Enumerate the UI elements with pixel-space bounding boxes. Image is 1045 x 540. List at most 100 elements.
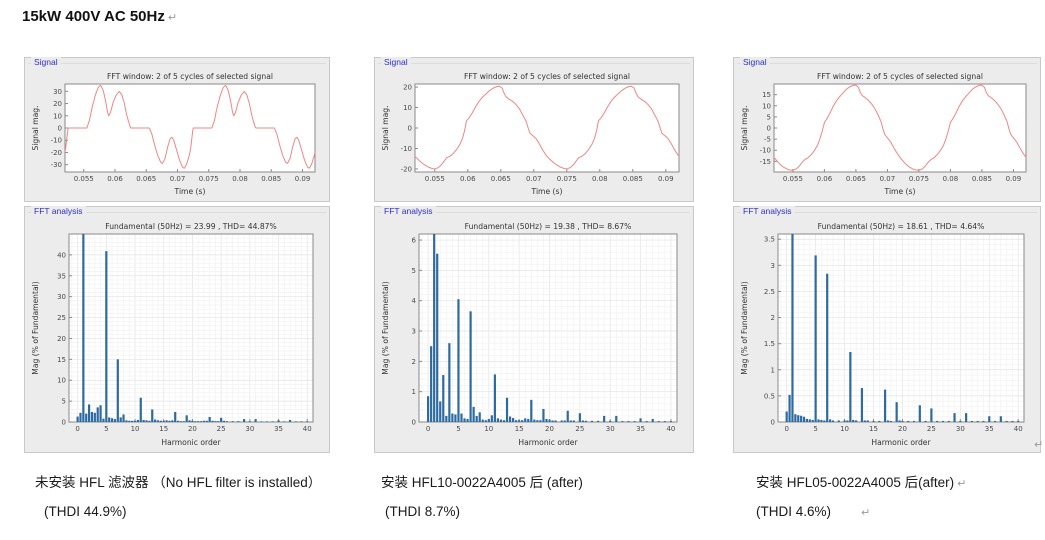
svg-text:Harmonic order: Harmonic order <box>161 438 221 447</box>
svg-text:30: 30 <box>606 425 615 433</box>
svg-text:0: 0 <box>58 125 62 133</box>
fft-panel-label: FFT analysis <box>31 206 86 217</box>
svg-text:25: 25 <box>217 425 226 433</box>
thdi-value: (THDI 4.6%) <box>756 504 832 519</box>
svg-text:0: 0 <box>426 425 430 433</box>
paragraph-return-mark: ↵ <box>861 507 871 519</box>
svg-text:Signal mag.: Signal mag. <box>740 105 749 150</box>
signal-panel-no-filter[interactable]: Signal 0.055 0.06 0.065 0.07 0.075 0.08 0.085 0… <box>24 57 330 202</box>
svg-text:0.06: 0.06 <box>107 175 123 183</box>
paragraph-return-mark: ↵ <box>1034 439 1044 451</box>
svg-text:20: 20 <box>545 425 554 433</box>
svg-text:0.07: 0.07 <box>170 175 186 183</box>
signal-panel-label: Signal <box>740 57 770 68</box>
svg-text:25: 25 <box>575 425 584 433</box>
svg-text:0.07: 0.07 <box>526 175 542 183</box>
svg-text:3: 3 <box>412 328 416 336</box>
paragraph-return-mark: ↵ <box>167 12 178 24</box>
svg-text:-10: -10 <box>760 147 771 155</box>
signal-waveform-chart: 0.055 0.06 0.065 0.07 0.075 0.08 0.085 0.09 -20 -… <box>381 72 680 196</box>
signal-waveform-chart: 0.055 0.06 0.065 0.07 0.075 0.08 0.085 0.09 -15 -… <box>740 72 1027 196</box>
svg-text:30: 30 <box>245 425 254 433</box>
svg-text:-5: -5 <box>764 136 771 144</box>
svg-text:0.075: 0.075 <box>199 175 219 183</box>
fft-harmonics-chart: 0 5 10 15 20 25 30 35 40 0 1 2 3 4 5 6 Fundamental (50Hz… <box>381 222 678 447</box>
svg-text:-10: -10 <box>401 145 412 153</box>
svg-text:15: 15 <box>762 91 771 99</box>
svg-text:2.5: 2.5 <box>764 288 775 296</box>
svg-text:30: 30 <box>956 425 965 433</box>
svg-text:0.065: 0.065 <box>491 175 511 183</box>
fft-panel-no-filter[interactable]: FFT analysis 0 5 10 15 20 25 30 35 40 0 5 10 15 20 25 3… <box>24 206 330 453</box>
svg-text:0.055: 0.055 <box>783 175 803 183</box>
svg-text:40: 40 <box>666 425 675 433</box>
svg-text:0.06: 0.06 <box>817 175 833 183</box>
svg-text:20: 20 <box>57 335 66 343</box>
svg-text:0.085: 0.085 <box>623 175 643 183</box>
svg-text:10: 10 <box>403 104 412 112</box>
svg-text:0.07: 0.07 <box>880 175 896 183</box>
svg-text:0.075: 0.075 <box>909 175 929 183</box>
svg-text:20: 20 <box>53 100 62 108</box>
svg-text:2: 2 <box>412 358 416 366</box>
fft-panel-hfl05[interactable]: FFT analysis 0 5 10 15 20 25 30 35 40 0 0.5 1 1.5 2 2.… <box>733 206 1041 453</box>
svg-text:40: 40 <box>303 425 312 433</box>
svg-text:20: 20 <box>403 84 412 92</box>
svg-text:6: 6 <box>412 237 417 245</box>
svg-text:0.055: 0.055 <box>425 175 445 183</box>
svg-text:Mag (% of Fundamental): Mag (% of Fundamental) <box>31 281 40 374</box>
signal-panel-label: Signal <box>381 57 411 68</box>
svg-text:10: 10 <box>131 425 140 433</box>
caption-line2: (THDI 44.9%) <box>44 504 321 519</box>
svg-text:0.065: 0.065 <box>846 175 866 183</box>
svg-text:1: 1 <box>412 388 416 396</box>
svg-text:35: 35 <box>57 272 66 280</box>
thdi-value: (THDI 8.7%) <box>385 504 461 519</box>
signal-waveform-chart: 0.055 0.06 0.065 0.07 0.075 0.08 0.085 0.09 -30 -… <box>31 72 316 196</box>
svg-text:Mag (% of Fundamental): Mag (% of Fundamental) <box>740 281 749 374</box>
svg-text:0.075: 0.075 <box>557 175 577 183</box>
svg-text:20: 20 <box>898 425 907 433</box>
fft-harmonics-chart: 0 5 10 15 20 25 30 35 40 0 0.5 1 1.5 2 2.5 3 3.5 Fundamen… <box>740 222 1025 447</box>
svg-text:0: 0 <box>784 425 788 433</box>
svg-text:-20: -20 <box>401 165 412 173</box>
svg-text:0.08: 0.08 <box>943 175 959 183</box>
svg-text:-30: -30 <box>51 161 62 169</box>
svg-text:3.5: 3.5 <box>764 236 775 244</box>
svg-text:Harmonic order: Harmonic order <box>871 438 931 447</box>
svg-text:20: 20 <box>188 425 197 433</box>
svg-text:5: 5 <box>412 267 416 275</box>
page-title-text: 15kW 400V AC 50Hz <box>22 8 165 25</box>
svg-text:35: 35 <box>985 425 994 433</box>
svg-text:2: 2 <box>771 314 775 322</box>
signal-panel-hfl05[interactable]: Signal 0.055 0.06 0.065 0.07 0.075 0.08 0.085 0… <box>733 57 1041 202</box>
fft-panel-hfl10[interactable]: FFT analysis 0 5 10 15 20 25 30 35 40 0 1 2 3 4 5 6 Fund… <box>374 206 694 453</box>
signal-panel-hfl10[interactable]: Signal 0.055 0.06 0.065 0.07 0.075 0.08 0.085 0… <box>374 57 694 202</box>
svg-text:0.09: 0.09 <box>658 175 674 183</box>
svg-text:0: 0 <box>62 419 66 427</box>
caption-text: 安装 HFL05-0022A4005 后(after) <box>756 475 955 490</box>
svg-text:35: 35 <box>274 425 283 433</box>
svg-text:Time (s): Time (s) <box>531 187 563 196</box>
svg-text:5: 5 <box>813 425 817 433</box>
svg-text:0.06: 0.06 <box>460 175 476 183</box>
svg-text:0.085: 0.085 <box>972 175 992 183</box>
svg-text:35: 35 <box>636 425 645 433</box>
fft-panel-label: FFT analysis <box>740 206 795 217</box>
svg-text:10: 10 <box>840 425 849 433</box>
svg-text:25: 25 <box>57 314 66 322</box>
svg-text:FFT window: 2 of 5 cycles of s: FFT window: 2 of 5 cycles of selected si… <box>464 72 630 81</box>
caption-hfl10: 安装 HFL10-0022A4005 后 (after) (THDI 8.7%) <box>381 471 583 519</box>
svg-text:0.09: 0.09 <box>1006 175 1022 183</box>
svg-text:25: 25 <box>927 425 936 433</box>
svg-text:15: 15 <box>869 425 878 433</box>
svg-text:5: 5 <box>62 398 66 406</box>
svg-text:5: 5 <box>104 425 108 433</box>
svg-text:30: 30 <box>57 293 66 301</box>
svg-text:40: 40 <box>57 251 66 259</box>
caption-line2: (THDI 8.7%) <box>385 504 583 519</box>
svg-text:10: 10 <box>484 425 493 433</box>
svg-text:Time (s): Time (s) <box>884 187 916 196</box>
svg-text:10: 10 <box>762 102 771 110</box>
